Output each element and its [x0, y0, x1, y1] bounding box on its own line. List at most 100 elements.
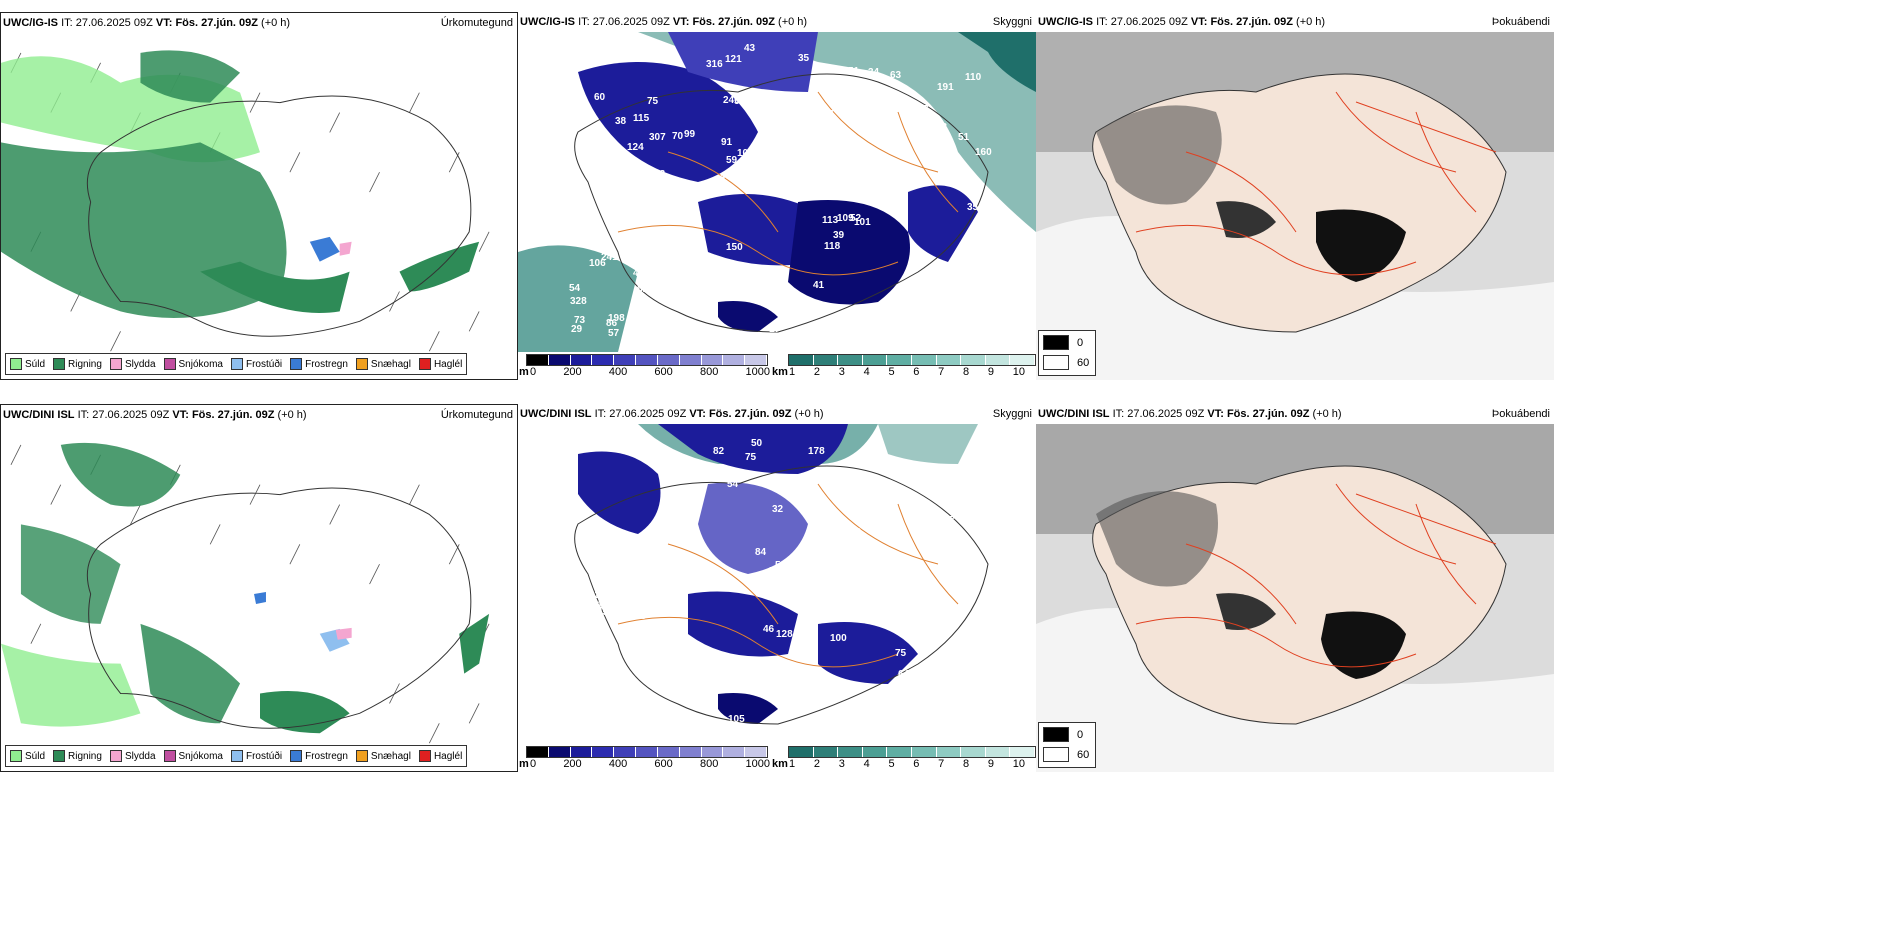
legend-label: Snjókoma: [178, 358, 223, 370]
tick-label: 6: [913, 758, 920, 770]
cloud-base-unit: m: [519, 758, 529, 770]
colorbar-segment: [985, 355, 1011, 365]
vt-value: Fös. 27.jún. 09Z: [1210, 16, 1293, 28]
colorbar-segment: [723, 747, 746, 757]
it-label: IT:: [61, 17, 73, 29]
precip-panel-row2: UWC/DINI ISL IT: 27.06.2025 09Z VT: Fös.…: [0, 404, 518, 772]
tick-label: 1000: [745, 758, 770, 770]
tick-label: 4: [863, 366, 870, 378]
fog-legend-row: 0: [1043, 335, 1083, 350]
legend-swatch: [1043, 727, 1069, 742]
tick-label: 400: [608, 758, 628, 770]
tick-label: 10: [1012, 366, 1025, 378]
precip-legend-item: Snjókoma: [163, 750, 223, 762]
lead-time: (+0 h): [778, 16, 808, 28]
legend-swatch: [163, 358, 176, 370]
legend-label: Slydda: [124, 358, 156, 370]
cloud-base-ticks: 0 200 400 600 800 1000: [530, 758, 770, 770]
colorbar-segment: [789, 355, 814, 365]
fog-panel-row2: UWC/DINI ISL IT: 27.06.2025 09Z VT: Fös.…: [1036, 404, 1554, 772]
colorbar-segment: [570, 747, 593, 757]
fog-legend-row: 60: [1043, 747, 1089, 762]
legend-swatch: [290, 358, 303, 370]
legend-label: Snæhagl: [370, 358, 411, 370]
model-name: UWC/DINI ISL: [1038, 408, 1110, 420]
precip-legend-item: Súld: [10, 358, 45, 370]
legend-label: Súld: [25, 358, 46, 370]
visibility-colorbar: [788, 354, 1036, 366]
tick-label: 9: [987, 758, 994, 770]
colorbar-segment: [813, 747, 839, 757]
vt-label: VT:: [1207, 408, 1224, 420]
legend-swatch: [53, 358, 66, 370]
vt-value: Fös. 27.jún. 09Z: [175, 17, 258, 29]
colorbar-segment: [789, 747, 814, 757]
legend-swatch: [230, 750, 243, 762]
tick-label: 7: [938, 758, 945, 770]
legend-swatch: [355, 750, 368, 762]
legend-swatch: [10, 358, 22, 370]
precip-legend-item: Snæhagl: [355, 750, 411, 762]
colorbar-segment: [570, 355, 593, 365]
tick-label: 1: [789, 366, 796, 378]
colorbar-segment: [527, 747, 549, 757]
tick-label: 2: [813, 758, 820, 770]
cloud-base-ticks: 0 200 400 600 800 1000: [530, 366, 770, 378]
it-value: 27.06.2025 09Z: [592, 16, 670, 28]
visibility-ticks: 1 2 3 4 5 6 7 8 9 10: [789, 366, 1025, 378]
precip-legend-item: Slydda: [109, 750, 156, 762]
tick-label: 3: [838, 758, 845, 770]
cloud-base-map: [518, 424, 1036, 744]
tick-label: 8: [963, 758, 970, 770]
legend-label: Haglél: [433, 358, 463, 370]
colorbar-segment: [887, 355, 912, 365]
vt-value: Fös. 27.jún. 09Z: [692, 16, 775, 28]
colorbar-segment: [813, 355, 839, 365]
vt-label: VT:: [1190, 16, 1208, 28]
colorbar-segment: [911, 747, 937, 757]
visibility-unit: km: [772, 366, 788, 378]
legend-label: Frostúði: [245, 358, 283, 370]
precip-map: [1, 425, 517, 771]
colorbar-segment: [1010, 355, 1035, 365]
colorbar-segment: [961, 747, 986, 757]
colorbar-segment: [985, 747, 1011, 757]
tick-label: 1: [789, 758, 796, 770]
vt-label: VT:: [155, 17, 173, 29]
legend-label: 0: [1077, 728, 1084, 741]
panel-header: UWC/IG-IS IT: 27.06.2025 09Z VT: Fös. 27…: [518, 12, 1036, 32]
precip-legend-item: Haglél: [418, 750, 462, 762]
legend-label: Snæhagl: [370, 750, 411, 762]
precip-legend-item: Frostúði: [230, 750, 282, 762]
precip-type-legend: Súld Rigning Slydda Snjókoma Frostúði Frostre…: [5, 745, 468, 767]
colorbar-segment: [887, 747, 912, 757]
precip-legend-item: Frostregn: [290, 358, 348, 370]
legend-swatch: [109, 358, 122, 370]
tick-label: 4: [863, 758, 870, 770]
colorbar-segment: [548, 355, 571, 365]
legend-label: 60: [1077, 356, 1090, 369]
precip-legend-item: Rigning: [53, 358, 102, 370]
legend-swatch: [355, 358, 368, 370]
legend-swatch: [418, 358, 431, 370]
it-label: IT:: [594, 408, 607, 420]
tick-label: 800: [699, 758, 719, 770]
tick-label: 1000: [745, 366, 770, 378]
visibility-unit: km: [772, 758, 788, 770]
panel-title: Úrkomutegund: [440, 17, 513, 29]
cloud-base-panel-row1: UWC/IG-IS IT: 27.06.2025 09Z VT: Fös. 27…: [518, 12, 1036, 380]
tick-label: 6: [913, 366, 920, 378]
cloud-legends: m 0 200 400 600 800 1000 km 1 2 3 4 5 6 7 8 9 10: [518, 744, 1036, 772]
legend-label: Slydda: [124, 750, 156, 762]
colorbar-segment: [657, 355, 680, 365]
model-name: UWC/DINI ISL: [3, 409, 75, 421]
fog-map: [1036, 32, 1554, 380]
tick-label: 0: [530, 366, 537, 378]
vt-label: VT:: [672, 16, 690, 28]
legend-label: Rigning: [68, 358, 102, 370]
lead-time: (+0 h): [277, 409, 307, 421]
legend-swatch: [1043, 355, 1069, 370]
legend-swatch: [290, 750, 303, 762]
it-value: 27.06.2025 09Z: [1110, 16, 1188, 28]
it-label: IT:: [77, 409, 90, 421]
